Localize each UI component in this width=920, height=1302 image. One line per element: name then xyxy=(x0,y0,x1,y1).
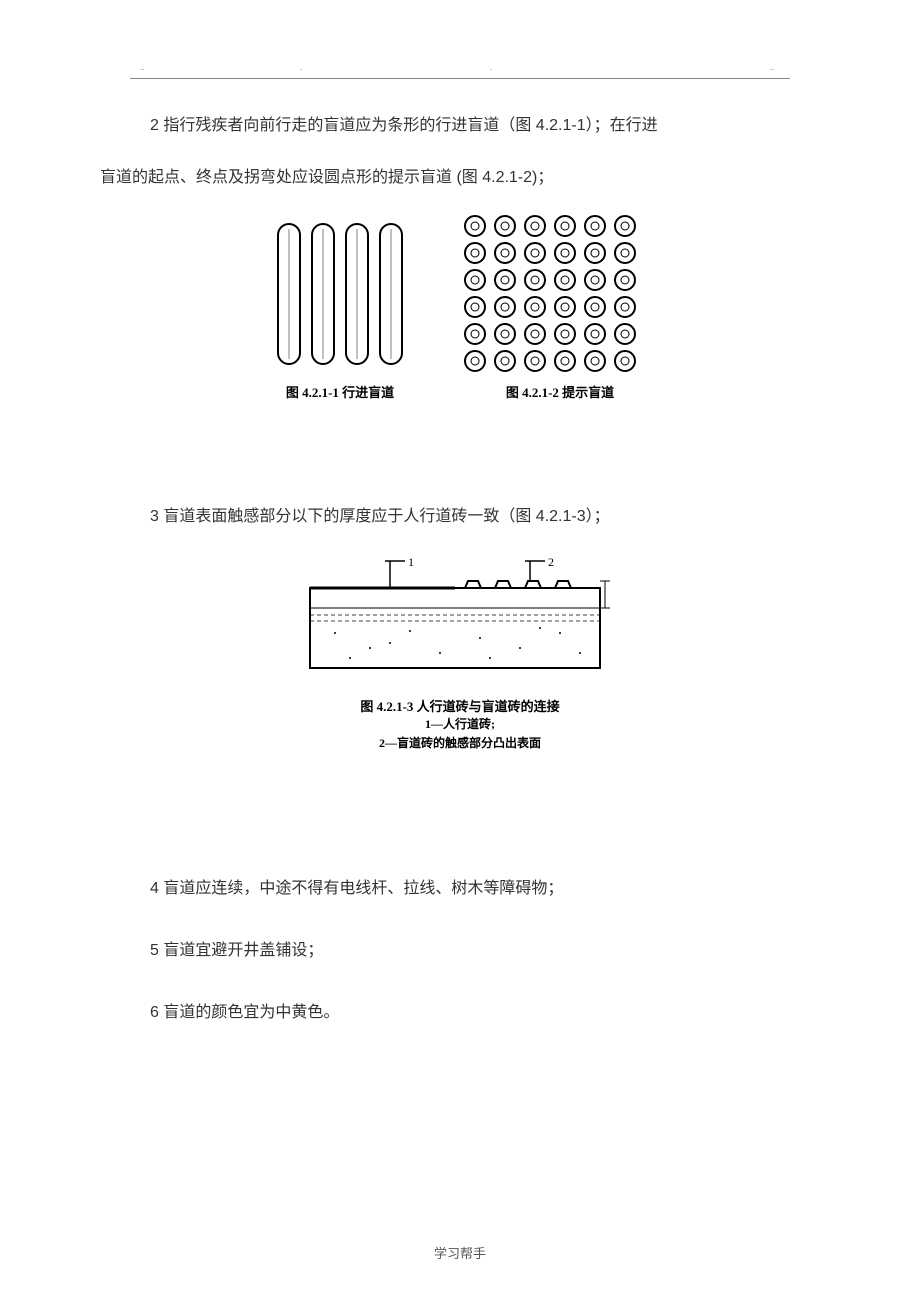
footer-text: 学习帮手 xyxy=(434,1246,486,1261)
paragraph-2-text: 2 指行残疾者向前行走的盲道应为条形的行进盲道（图 4.2.1-1）；在行进 xyxy=(150,117,658,134)
paragraph-2: 2 指行残疾者向前行走的盲道应为条形的行进盲道（图 4.2.1-1）；在行进 xyxy=(150,110,820,142)
figures-row-1: 图 4.2.1-1 行进盲道 xyxy=(100,214,820,401)
paragraph-6: 6 盲道的颜色宜为中黄色。 xyxy=(150,997,820,1029)
cross-section-diagram: 1 2 xyxy=(290,553,630,683)
paragraph-6-text: 6 盲道的颜色宜为中黄色。 xyxy=(150,1004,339,1021)
paragraph-3: 3 盲道表面触感部分以下的厚度应于人行道砖一致（图 4.2.1-3）； xyxy=(150,501,820,533)
paragraph-2b-text: 盲道的起点、终点及拐弯处应设圆点形的提示盲道 (图 4.2.1-2)； xyxy=(100,169,553,186)
figure-3-caption: 图 4.2.1-3 人行道砖与盲道砖的连接 xyxy=(100,696,820,715)
figure-2-caption: 图 4.2.1-2 提示盲道 xyxy=(460,382,660,401)
page-footer: 学习帮手 xyxy=(0,1243,920,1262)
directional-tactile-diagram xyxy=(260,214,420,374)
header-dot: . xyxy=(300,63,302,72)
paragraph-3-text: 3 盲道表面触感部分以下的厚度应于人行道砖一致（图 4.2.1-3）； xyxy=(150,508,610,525)
figure-4-2-1-1: 图 4.2.1-1 行进盲道 xyxy=(260,214,420,401)
figure-1-caption: 图 4.2.1-1 行进盲道 xyxy=(260,382,420,401)
paragraph-2-cont: 盲道的起点、终点及拐弯处应设圆点形的提示盲道 (图 4.2.1-2)； xyxy=(100,162,820,194)
paragraph-4: 4 盲道应连续，中途不得有电线杆、拉线、树木等障碍物； xyxy=(150,873,820,905)
paragraph-5-text: 5 盲道宜避开井盖铺设； xyxy=(150,942,323,959)
figure-3-sub2: 2—盲道砖的触感部分凸出表面 xyxy=(100,734,820,753)
figure-4-2-1-2: 图 4.2.1-2 提示盲道 xyxy=(460,214,660,401)
header-rule xyxy=(130,78,790,79)
svg-text:2: 2 xyxy=(548,555,554,569)
paragraph-4-text: 4 盲道应连续，中途不得有电线杆、拉线、树木等障碍物； xyxy=(150,880,563,897)
header-dot: .. xyxy=(140,63,144,72)
warning-tactile-diagram xyxy=(460,214,660,374)
header-dot: . xyxy=(490,63,492,72)
header-dot: .. xyxy=(770,63,774,72)
paragraph-5: 5 盲道宜避开井盖铺设； xyxy=(150,935,820,967)
page-content: 2 指行残疾者向前行走的盲道应为条形的行进盲道（图 4.2.1-1）；在行进 盲… xyxy=(100,70,820,1029)
figure-4-2-1-3: 1 2 图 4.2.1-3 人行道砖与盲道砖的连接 1—人行道砖; 2—盲道砖的… xyxy=(100,553,820,753)
svg-text:1: 1 xyxy=(408,555,414,569)
figure-3-sub1: 1—人行道砖; xyxy=(100,715,820,734)
